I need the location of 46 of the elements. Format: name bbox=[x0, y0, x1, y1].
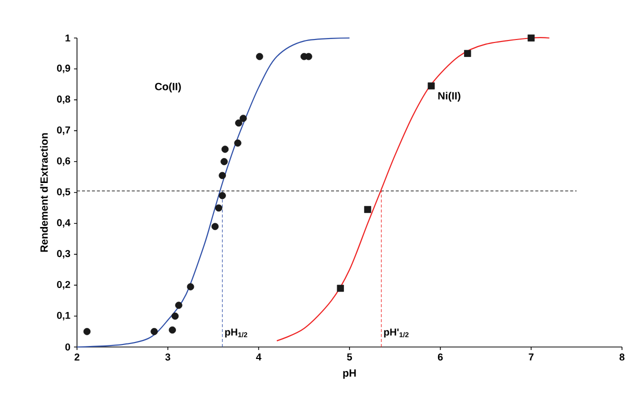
y-tick-label: 1 bbox=[66, 34, 70, 42]
point bbox=[256, 52, 264, 60]
point bbox=[364, 206, 372, 213]
x-tick-label: 4 bbox=[256, 354, 262, 360]
y-tick-label: 0,7 bbox=[57, 126, 70, 135]
annotation: Co(II) bbox=[155, 82, 181, 92]
point bbox=[528, 34, 535, 42]
y-tick-label: 0,2 bbox=[57, 280, 70, 290]
x-tick-label: 2 bbox=[74, 354, 80, 360]
point bbox=[234, 139, 242, 147]
point bbox=[150, 328, 158, 336]
ref-line-label: pH$_{1/2}$ bbox=[225, 328, 248, 338]
point bbox=[336, 284, 344, 292]
point bbox=[175, 302, 182, 309]
x-tick-label: 3 bbox=[165, 354, 170, 361]
y-tick-label: 0,8 bbox=[57, 96, 70, 104]
point bbox=[220, 158, 228, 166]
point bbox=[464, 50, 472, 57]
point bbox=[186, 283, 194, 290]
y-tick-label: 0,6 bbox=[57, 157, 70, 166]
point bbox=[172, 312, 179, 320]
point bbox=[221, 146, 229, 153]
y-axis-title: Rendement d'Extraction bbox=[40, 133, 48, 252]
point bbox=[305, 52, 312, 60]
point bbox=[240, 114, 247, 122]
point bbox=[83, 328, 91, 336]
annotation: Ni(II) bbox=[438, 92, 460, 102]
point bbox=[215, 204, 222, 212]
y-tick-label: 0,3 bbox=[57, 250, 70, 259]
point bbox=[211, 222, 219, 230]
point bbox=[218, 172, 226, 180]
y-tick-label: 0,4 bbox=[57, 219, 70, 228]
x-tick-label: 5 bbox=[347, 354, 352, 360]
point bbox=[218, 192, 226, 200]
point bbox=[428, 82, 435, 90]
y-tick-label: 0,1 bbox=[57, 312, 70, 320]
point bbox=[235, 119, 242, 127]
y-tick-label: 0,9 bbox=[57, 64, 70, 74]
y-tick-label: 0,5 bbox=[57, 188, 70, 197]
point bbox=[168, 326, 176, 334]
y-tick-label: 0 bbox=[65, 343, 70, 351]
x-tick-label: 6 bbox=[438, 354, 443, 361]
x-tick-label: 8 bbox=[620, 354, 624, 361]
ref-line-label: pH'$_{1/2}$ bbox=[384, 328, 409, 338]
x-tick-label: 7 bbox=[528, 354, 534, 360]
x-axis-title: pH bbox=[343, 369, 356, 379]
